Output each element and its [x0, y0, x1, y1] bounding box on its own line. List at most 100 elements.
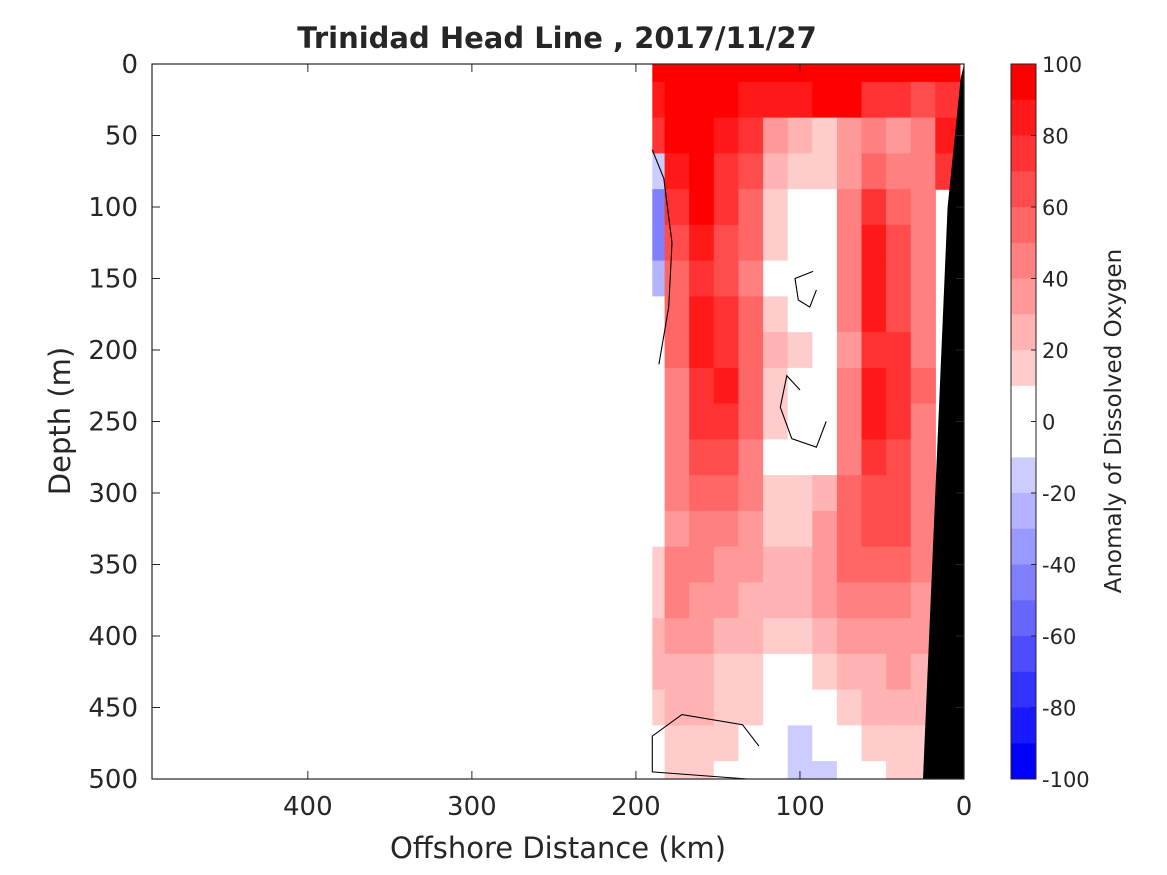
heatmap-cell [664, 403, 690, 440]
heatmap-cell [738, 582, 764, 619]
heatmap-cell [910, 189, 936, 226]
colorbar-tick-label: 0 [1042, 411, 1055, 435]
y-tick-label: 250 [88, 408, 138, 438]
heatmap-cell [738, 117, 764, 154]
heatmap-cell [652, 81, 666, 119]
heatmap-cell [787, 582, 813, 619]
heatmap-cell [886, 403, 912, 440]
heatmap-cell [812, 582, 838, 619]
heatmap-cell [713, 439, 739, 476]
heatmap-cell [763, 81, 789, 119]
heatmap-cell [910, 439, 936, 476]
heatmap-cell [664, 260, 690, 297]
heatmap-cell [910, 81, 936, 119]
heatmap-cell [836, 153, 863, 190]
colorbar-segment [1011, 671, 1036, 708]
colorbar-segment [1011, 528, 1036, 565]
land-mask [922, 64, 964, 779]
heatmap-cell [910, 332, 936, 369]
heatmap-cell [861, 64, 887, 83]
heatmap-cell [861, 153, 887, 190]
heatmap-cell [910, 260, 936, 297]
colorbar-segment [1011, 457, 1036, 494]
colorbar-segment [1011, 564, 1036, 601]
heatmap-cell [713, 260, 739, 297]
heatmap-cell [787, 117, 813, 154]
heatmap-cell [812, 761, 838, 780]
colorbar-segment [1011, 636, 1036, 673]
x-tick-label: 400 [283, 792, 333, 822]
heatmap-cell [652, 260, 666, 297]
heatmap-cell [812, 510, 838, 548]
heatmap-cell [861, 689, 887, 726]
heatmap-cell [910, 64, 936, 83]
heatmap-cell [713, 224, 739, 262]
heatmap-cell [664, 475, 690, 512]
heatmap-cell [713, 510, 739, 548]
heatmap-cell [836, 475, 863, 512]
heatmap-cell [713, 189, 739, 226]
heatmap-cell [689, 582, 715, 619]
heatmap-cell [861, 189, 887, 226]
heatmap-cell [689, 546, 715, 583]
colorbar-tick-label: -80 [1042, 697, 1076, 721]
heatmap-cell [763, 546, 789, 583]
heatmap-cell [787, 153, 813, 190]
heatmap-cell [812, 725, 838, 762]
colorbar-tick-label: -60 [1042, 625, 1076, 649]
heatmap-cell [812, 117, 838, 154]
colorbar-segment [1011, 385, 1036, 422]
heatmap-cell [861, 260, 887, 297]
heatmap-cell [763, 403, 789, 440]
heatmap-cell [812, 64, 838, 83]
heatmap-cell [689, 510, 715, 548]
heatmap-cell [886, 332, 912, 369]
heatmap-cell [787, 653, 813, 691]
heatmap-cell [861, 296, 887, 333]
heatmap-cell [886, 189, 912, 226]
x-axis-label: Offshore Distance (km) [390, 831, 726, 865]
y-tick-label: 100 [88, 193, 138, 223]
heatmap-cell [652, 475, 666, 512]
heatmap-cell [787, 510, 813, 548]
heatmap-cell [664, 117, 690, 154]
heatmap-cell [787, 296, 813, 333]
heatmap-cell [664, 64, 690, 83]
heatmap-cell [652, 725, 666, 762]
heatmap-cell [689, 189, 715, 226]
heatmap-cell [836, 367, 863, 405]
heatmap-cell [812, 367, 838, 405]
heatmap-cell [886, 761, 912, 780]
heatmap-cell [910, 224, 936, 262]
heatmap-cell [652, 189, 666, 226]
zero-contour-lines [651, 149, 827, 780]
heatmap-cell [664, 367, 690, 405]
x-tick-label: 0 [956, 792, 973, 822]
heatmap-cell [886, 81, 912, 119]
heatmap-cell [861, 332, 887, 369]
zero-contour [651, 714, 760, 780]
heatmap-cell [836, 81, 863, 119]
heatmap-cell [652, 296, 666, 333]
heatmap-cell [886, 725, 912, 762]
y-tick-label: 0 [121, 50, 138, 80]
heatmap-cell [787, 439, 813, 476]
heatmap-cell [652, 367, 666, 405]
plot-area [151, 63, 965, 780]
colorbar-segment [1011, 64, 1036, 101]
heatmap-cell [812, 653, 838, 691]
heatmap-cell [836, 224, 863, 262]
y-tick-label: 300 [88, 479, 138, 509]
heatmap-cell [689, 153, 715, 190]
heatmap-cell [664, 332, 690, 369]
heatmap-cell [861, 761, 887, 780]
heatmap-cell [652, 546, 666, 583]
heatmap-cell [664, 224, 690, 262]
heatmap-cell [861, 403, 887, 440]
zero-contour [651, 149, 673, 365]
colorbar-tick-label: 40 [1042, 268, 1069, 292]
heatmap-cell [836, 689, 863, 726]
heatmap-cell [763, 260, 789, 297]
heatmap-cell [886, 64, 912, 83]
heatmap-cell [787, 332, 813, 369]
